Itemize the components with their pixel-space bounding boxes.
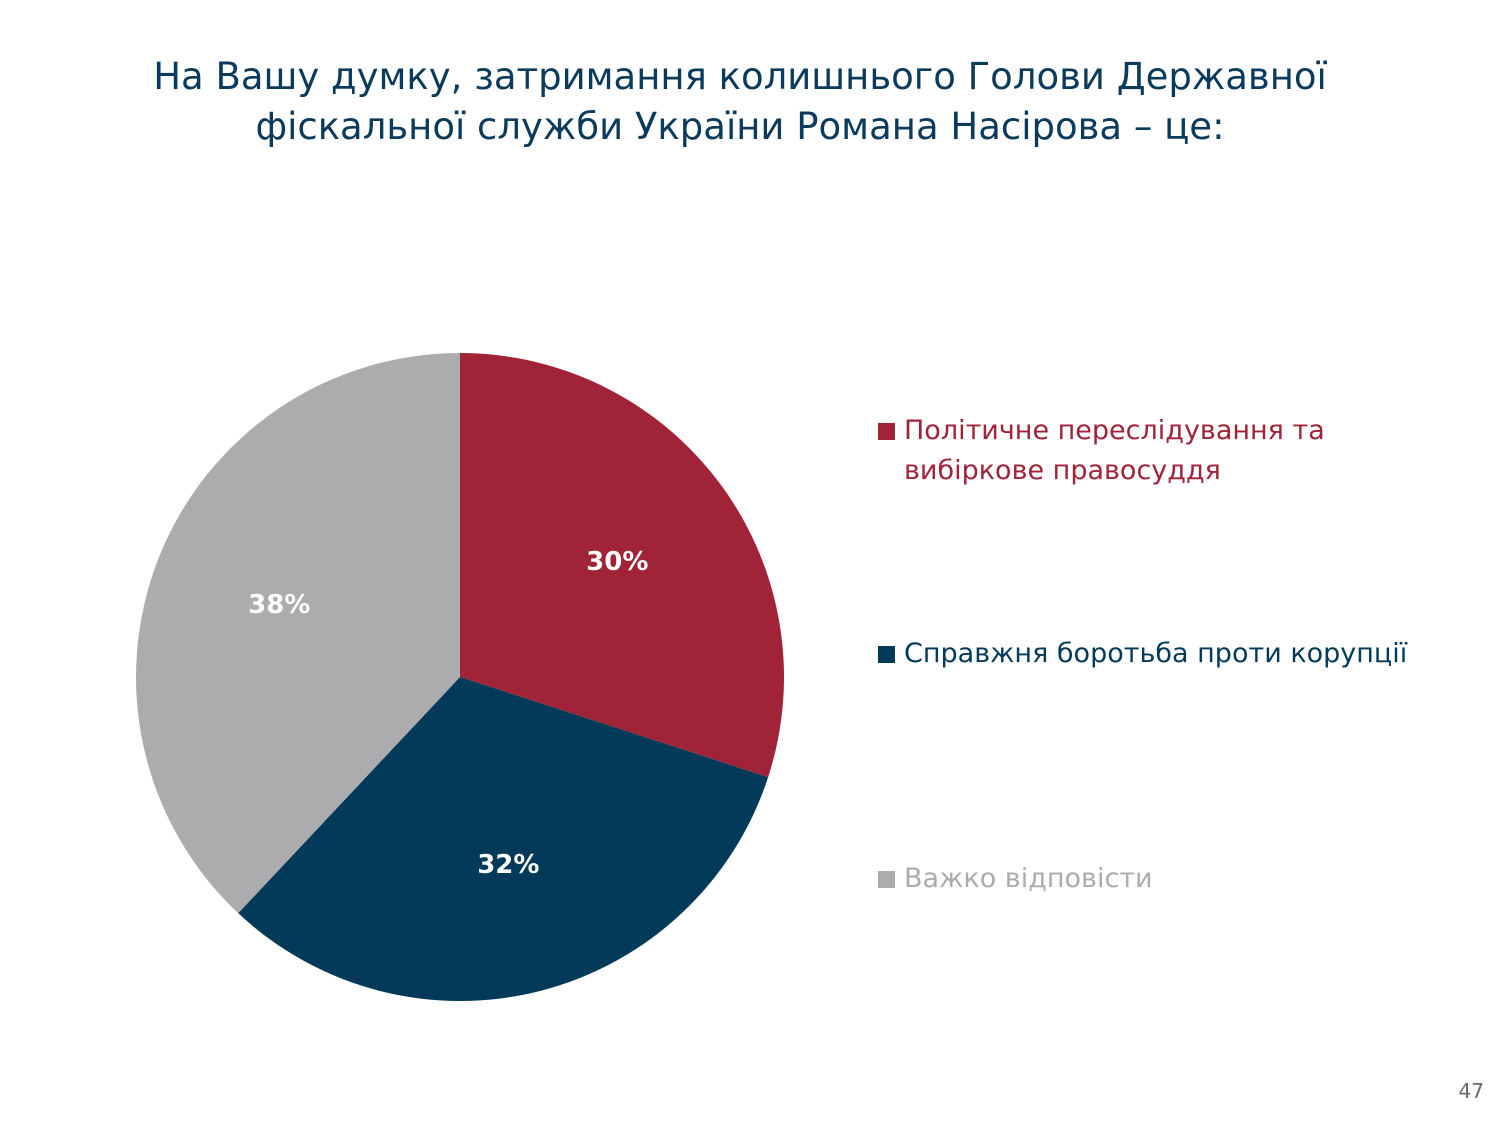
legend-swatch-anti-corruption: [878, 646, 895, 663]
title-line-1: На Вашу думку, затримання колишнього Гол…: [153, 55, 1327, 98]
pie-slice-hard-to-answer: [135, 353, 460, 914]
legend-label-anti-corruption: Справжня боротьба проти корупції: [904, 638, 1408, 669]
data-label-hard-to-answer: 38%: [248, 590, 310, 620]
legend-item-anti-corruption: Справжня боротьба проти корупції: [878, 634, 1407, 674]
legend-label-political-persecution: Політичне переслідування та вибіркове пр…: [904, 415, 1325, 486]
page-number: 47: [1458, 1079, 1484, 1103]
legend-swatch-hard-to-answer: [878, 871, 895, 888]
data-label-anti-corruption: 32%: [477, 850, 539, 880]
legend-item-political-persecution: Політичне переслідування та вибіркове пр…: [878, 411, 1325, 491]
legend-item-hard-to-answer: Важко відповісти: [878, 859, 1153, 899]
legend-label-hard-to-answer: Важко відповісти: [904, 863, 1153, 894]
legend-swatch-political-persecution: [878, 423, 895, 440]
chart-legend: Політичне переслідування та вибіркове пр…: [878, 0, 1478, 1125]
pie-slice-anti-corruption: [238, 677, 769, 1002]
data-label-political-persecution: 30%: [586, 547, 648, 577]
pie-slice-political-persecution: [460, 353, 785, 778]
page-title: На Вашу думку, затримання колишнього Гол…: [40, 52, 1440, 152]
pie-chart: 30% 32% 38%: [135, 353, 785, 1002]
title-line-2: фіскальної служби України Романа Насіров…: [255, 105, 1225, 148]
